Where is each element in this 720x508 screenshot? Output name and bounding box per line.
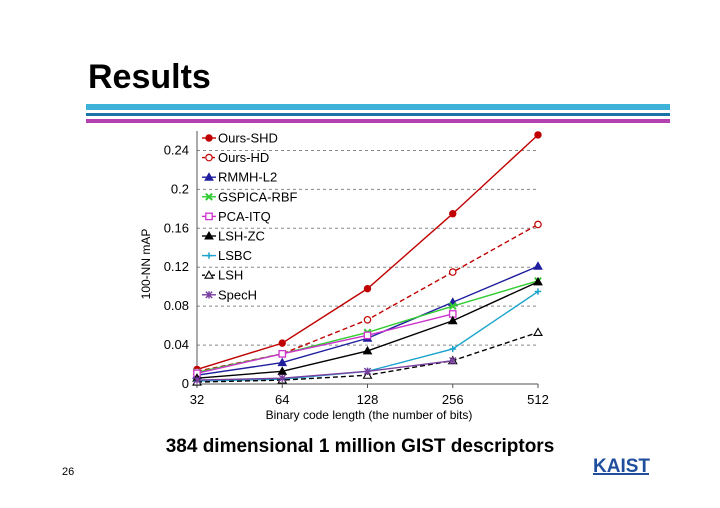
slide-caption: 384 dimensional 1 million GIST descripto… (165, 436, 555, 457)
legend-marker (205, 252, 213, 259)
chart-series (192, 131, 543, 386)
legend-marker (205, 291, 213, 299)
legend-label: RMMH-L2 (218, 170, 277, 185)
data-point (448, 268, 457, 276)
legend-entry: LSH-ZC (202, 229, 265, 244)
legend-label: Ours-SHD (218, 131, 278, 146)
y-tick-label: 0.08 (164, 298, 189, 313)
x-axis-label: Binary code length (the number of bits) (266, 408, 473, 422)
legend-label: Ours-HD (218, 150, 269, 165)
title-rule-bottom (86, 119, 670, 123)
data-point (363, 315, 372, 324)
legend-entry: LSH (202, 268, 243, 283)
legend-marker (205, 212, 213, 221)
data-point (363, 331, 372, 340)
data-point (449, 345, 456, 353)
data-point (534, 220, 542, 229)
series-line (196, 359, 453, 381)
legend-entry: Ours-HD (202, 150, 269, 165)
x-tick-label: 32 (190, 392, 204, 407)
legend-label: LSH (218, 268, 243, 283)
x-tick-label: 256 (442, 392, 464, 407)
legend-entry: GSPICA-RBF (202, 189, 298, 204)
legend-entry: LSBC (202, 248, 252, 263)
x-tick-label: 128 (357, 392, 379, 407)
kaist-logo: KAIST (593, 456, 650, 477)
data-point (363, 284, 372, 293)
legend-marker (205, 153, 213, 162)
title-rule-middle (86, 113, 670, 116)
legend-entry: RMMH-L2 (202, 170, 277, 185)
data-point (277, 357, 288, 367)
page-number: 26 (62, 466, 75, 478)
data-point (533, 276, 543, 286)
y-tick-label: 0.04 (164, 337, 189, 352)
legend-marker (205, 192, 213, 201)
legend-entry: PCA-ITQ (202, 209, 271, 224)
data-point (363, 367, 372, 376)
legend-marker (205, 134, 213, 142)
data-point (278, 374, 286, 382)
legend-entry: Ours-SHD (202, 131, 278, 146)
data-point (193, 376, 201, 384)
chart-legend: Ours-SHD Ours-HD RMMH-L2 GSPICA-RBF PCA-ITQ L… (202, 131, 298, 302)
slide-title: Results (88, 58, 211, 96)
y-tick-label: 0 (182, 376, 189, 391)
x-tick-label: 512 (527, 392, 549, 407)
chart-axes: 0 0.04 0.08 0.12 0.16 0.2 0.24 32 64 128 256 512 (164, 131, 549, 407)
chart-grid (197, 149, 538, 346)
y-axis-label: 100-NN mAP (139, 229, 153, 300)
data-point (534, 131, 542, 139)
legend-label: LSH-ZC (218, 229, 265, 244)
series-line (196, 313, 453, 374)
data-point (533, 327, 543, 336)
legend-marker (204, 172, 214, 181)
y-tick-label: 0.12 (164, 259, 189, 274)
legend-label: PCA-ITQ (218, 209, 271, 224)
logo-text: KAIST (593, 456, 650, 477)
data-point (448, 302, 457, 311)
series-spech (193, 356, 457, 384)
legend-label: LSBC (218, 248, 252, 263)
y-tick-label: 0.24 (164, 142, 189, 157)
legend-marker (204, 270, 214, 279)
legend-label: GSPICA-RBF (218, 189, 298, 204)
data-point (449, 356, 457, 365)
y-tick-label: 0.2 (171, 181, 189, 196)
legend-marker (204, 230, 214, 240)
data-point (447, 315, 458, 325)
data-point (533, 261, 543, 270)
data-point (277, 366, 288, 375)
title-rule-top (86, 104, 670, 110)
data-point (449, 210, 457, 218)
data-point (362, 345, 373, 355)
data-point (278, 349, 287, 358)
data-point (534, 288, 542, 295)
legend-label: SpecH (218, 287, 257, 302)
legend-entry: SpecH (202, 287, 257, 302)
logo-underline (593, 473, 649, 475)
data-point (278, 339, 286, 347)
x-tick-label: 64 (275, 392, 289, 407)
y-tick-label: 0.16 (164, 220, 189, 235)
